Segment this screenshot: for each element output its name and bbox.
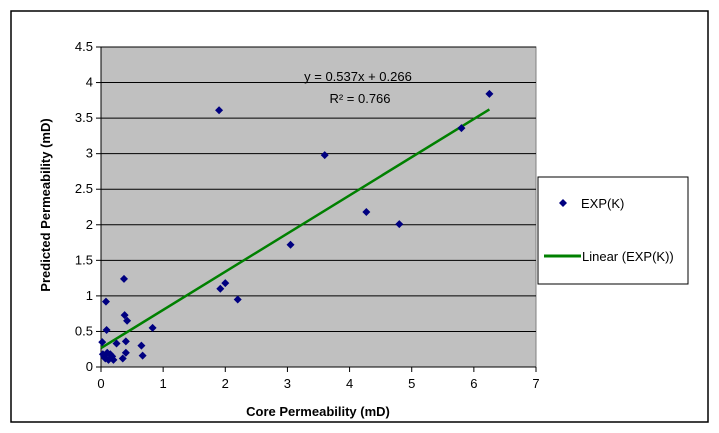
y-tick-label: 4.5 [75,39,93,54]
x-tick-label: 1 [160,376,167,391]
y-tick-label: 0.5 [75,323,93,338]
x-tick-label: 3 [284,376,291,391]
x-tick-label: 0 [97,376,104,391]
data-point [286,240,295,249]
y-tick-label: 4 [86,75,93,90]
legend-label-series: EXP(K) [581,196,624,211]
data-point [457,124,466,133]
y-tick-label: 2 [86,217,93,232]
data-point [109,355,118,364]
legend: EXP(K) Linear (EXP(K)) [537,176,689,285]
x-tick-label: 4 [346,376,353,391]
data-point [112,339,121,348]
data-point [120,311,129,320]
data-point [215,106,224,115]
x-tick-label: 7 [532,376,539,391]
legend-marker-diamond [559,199,567,207]
data-point [485,89,494,98]
data-points [98,89,494,364]
x-tick-label: 5 [408,376,415,391]
data-point [101,297,110,306]
data-point [121,337,130,346]
r-squared-label: R² = 0.766 [329,91,390,106]
data-point [216,284,225,293]
y-tick-label: 1.5 [75,252,93,267]
x-axis-title: Core Permeability (mD) [246,404,390,419]
x-tick-label: 2 [222,376,229,391]
legend-label-trendline: Linear (EXP(K)) [582,249,674,264]
plot-area [100,46,537,368]
data-point [148,323,157,332]
trendline-layer [100,108,491,350]
trendline-equation: y = 0.537x + 0.266 [304,69,412,84]
y-tick-label: 0 [86,359,93,374]
data-point [118,354,127,363]
data-point [221,279,230,288]
data-point [119,274,128,283]
legend-box [537,176,689,285]
data-point [233,295,242,304]
x-tick-label: 6 [470,376,477,391]
data-point [320,151,329,160]
y-tick-label: 1 [86,288,93,303]
data-point [362,207,371,216]
data-point [102,326,111,335]
y-tick-label: 3.5 [75,110,93,125]
axes: 0 0.5 1 1.5 2 2.5 3 3.5 4 4.5 0 1 2 3 4 5 6 7 [75,39,540,391]
data-point [137,341,146,350]
data-point [98,338,107,347]
y-tick-label: 2.5 [75,181,93,196]
data-point [395,220,404,229]
trendline [100,108,491,350]
y-tick-label: 3 [86,146,93,161]
data-point [123,316,132,325]
gridlines [101,46,536,332]
data-point [121,348,130,357]
data-point [138,351,147,360]
y-axis-title: Predicted Permeability (mD) [38,118,53,291]
